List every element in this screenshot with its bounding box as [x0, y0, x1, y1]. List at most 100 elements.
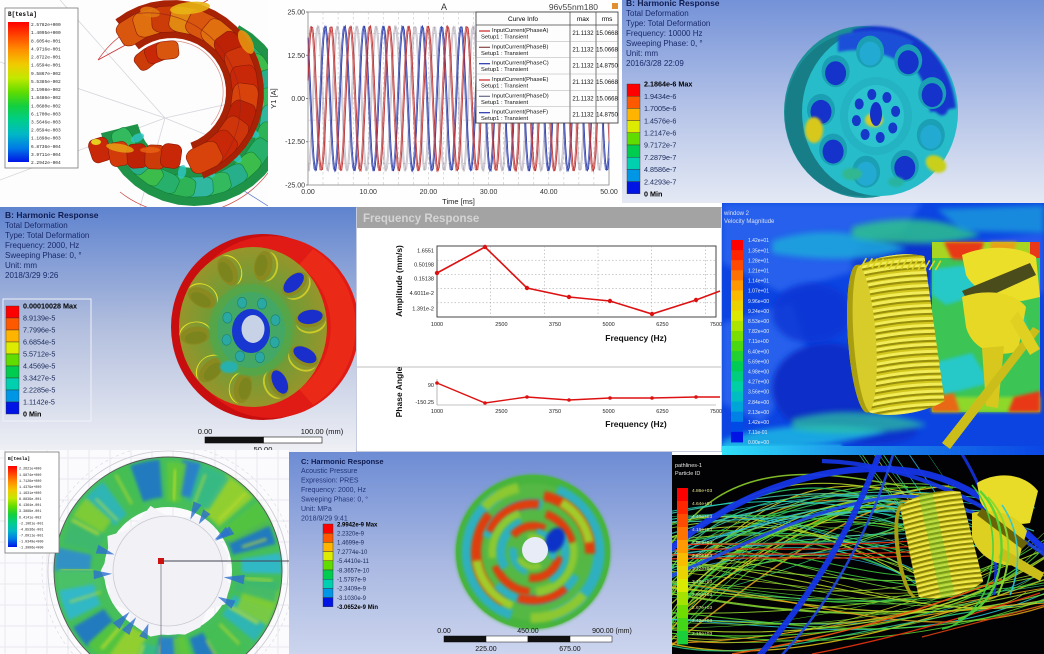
svg-text:1.21e+01: 1.21e+01 — [748, 269, 769, 275]
svg-text:Phase Angle: Phase Angle — [394, 366, 404, 417]
svg-text:7500: 7500 — [710, 409, 722, 415]
svg-text:1.42e+01: 1.42e+01 — [748, 238, 769, 244]
svg-text:0.15138: 0.15138 — [414, 277, 434, 283]
svg-text:1.6551: 1.6551 — [417, 248, 434, 254]
svg-text:0.00: 0.00 — [198, 427, 213, 436]
svg-text:0.00e+00: 0.00e+00 — [748, 440, 769, 446]
svg-text:6250: 6250 — [656, 409, 668, 415]
svg-text:max: max — [577, 16, 590, 23]
svg-text:4.8586e-7: 4.8586e-7 — [644, 165, 676, 174]
svg-text:1.9434e-6: 1.9434e-6 — [644, 92, 676, 101]
svg-text:9.5867e-002: 9.5867e-002 — [31, 71, 61, 77]
svg-text:1.8486e-002: 1.8486e-002 — [31, 95, 61, 101]
svg-text:1.1898e-003: 1.1898e-003 — [31, 136, 61, 142]
svg-text:2.67e+03: 2.67e+03 — [692, 605, 712, 611]
svg-text:2500: 2500 — [495, 409, 507, 415]
svg-text:8.9139e-5: 8.9139e-5 — [23, 314, 55, 323]
svg-text:5000: 5000 — [602, 322, 614, 328]
svg-text:4.40e+03: 4.40e+03 — [692, 514, 712, 520]
svg-text:90: 90 — [428, 383, 434, 389]
svg-text:-1.3096e+000: -1.3096e+000 — [19, 547, 43, 551]
svg-text:Acoustic Pressure: Acoustic Pressure — [301, 468, 358, 475]
svg-text:1.1631e+000: 1.1631e+000 — [19, 492, 41, 496]
svg-text:InputCurrent(PhaseB): InputCurrent(PhaseB) — [492, 44, 548, 50]
svg-text:3.67e+03: 3.67e+03 — [692, 553, 712, 559]
svg-text:Setup1 : Transient: Setup1 : Transient — [481, 100, 528, 106]
svg-text:1.391e-2: 1.391e-2 — [412, 307, 434, 313]
svg-text:Particle ID: Particle ID — [675, 471, 700, 477]
svg-text:Setup1 : Transient: Setup1 : Transient — [481, 116, 528, 122]
svg-text:1.2147e-6: 1.2147e-6 — [644, 129, 676, 138]
svg-text:1.42e+00: 1.42e+00 — [748, 420, 769, 426]
svg-text:-25.00: -25.00 — [285, 183, 305, 190]
svg-text:Unit: MPa: Unit: MPa — [301, 506, 332, 513]
svg-text:15.0668: 15.0668 — [596, 96, 618, 102]
svg-text:1.6594e-001: 1.6594e-001 — [31, 63, 61, 69]
svg-text:2.16e+03: 2.16e+03 — [692, 631, 712, 637]
svg-text:21.1132: 21.1132 — [572, 47, 594, 53]
svg-text:pathlines-1: pathlines-1 — [675, 463, 702, 469]
svg-text:10.00: 10.00 — [359, 189, 377, 196]
svg-text:6.4141e-002: 6.4141e-002 — [19, 516, 41, 520]
svg-text:4.27e+00: 4.27e+00 — [748, 380, 769, 386]
svg-text:Setup1 : Transient: Setup1 : Transient — [481, 84, 528, 90]
svg-text:2.1864e-6 Max: 2.1864e-6 Max — [644, 80, 692, 89]
svg-text:Setup1 : Transient: Setup1 : Transient — [481, 67, 528, 73]
svg-text:Frequency Response: Frequency Response — [363, 213, 479, 225]
svg-text:Unit: mm: Unit: mm — [5, 261, 37, 270]
svg-text:7.82e+00: 7.82e+00 — [748, 329, 769, 335]
svg-text:21.1132: 21.1132 — [572, 113, 594, 119]
svg-text:3.42e+03: 3.42e+03 — [692, 566, 712, 572]
svg-text:Y1 [A]: Y1 [A] — [269, 88, 278, 108]
svg-text:2.84e+00: 2.84e+00 — [748, 400, 769, 406]
svg-text:2016/3/28 22:09: 2016/3/28 22:09 — [626, 59, 684, 68]
svg-text:6.40e+00: 6.40e+00 — [748, 349, 769, 355]
svg-text:7.11e+00: 7.11e+00 — [748, 339, 769, 345]
svg-text:7.2879e-7: 7.2879e-7 — [644, 153, 676, 162]
svg-text:9.24e+00: 9.24e+00 — [748, 309, 769, 315]
svg-text:2.13e+00: 2.13e+00 — [748, 410, 769, 416]
svg-text:InputCurrent(PhaseF): InputCurrent(PhaseF) — [492, 110, 548, 116]
svg-text:1.9874e+000: 1.9874e+000 — [19, 474, 41, 478]
svg-text:100.00 (mm): 100.00 (mm) — [301, 427, 344, 436]
svg-text:225.00: 225.00 — [475, 646, 497, 653]
svg-text:4.16e+03: 4.16e+03 — [692, 527, 712, 533]
svg-text:2.5782e+000: 2.5782e+000 — [31, 22, 61, 28]
svg-text:1.7126e+000: 1.7126e+000 — [19, 480, 41, 484]
svg-text:-12.50: -12.50 — [285, 139, 305, 146]
svg-text:rms: rms — [602, 16, 614, 23]
svg-text:25.00: 25.00 — [287, 10, 305, 17]
svg-text:2.91e+03: 2.91e+03 — [692, 592, 712, 598]
svg-text:B: Harmonic Response: B: Harmonic Response — [626, 0, 720, 8]
svg-text:2.2320e-9: 2.2320e-9 — [337, 532, 365, 538]
svg-text:4.9716e-001: 4.9716e-001 — [31, 46, 61, 52]
svg-text:Total Deformation: Total Deformation — [5, 221, 68, 230]
svg-text:6.6854e-5: 6.6854e-5 — [23, 338, 55, 347]
svg-text:9.7172e-7: 9.7172e-7 — [644, 141, 676, 150]
svg-text:21.1132: 21.1132 — [572, 96, 594, 102]
svg-text:InputCurrent(PhaseA): InputCurrent(PhaseA) — [492, 28, 548, 34]
svg-text:1.0680e-002: 1.0680e-002 — [31, 103, 61, 109]
svg-text:0.50198: 0.50198 — [414, 263, 434, 269]
svg-text:6250: 6250 — [656, 322, 668, 328]
svg-text:2.2942e-004: 2.2942e-004 — [31, 160, 61, 166]
svg-text:1.4699e-9: 1.4699e-9 — [337, 541, 365, 547]
svg-text:Frequency: 10000 Hz: Frequency: 10000 Hz — [626, 29, 703, 38]
svg-text:4.6011e-2: 4.6011e-2 — [410, 291, 434, 297]
svg-text:2500: 2500 — [495, 322, 507, 328]
svg-text:7500: 7500 — [710, 322, 722, 328]
svg-text:7.11e-01: 7.11e-01 — [748, 430, 768, 436]
svg-text:15.0668: 15.0668 — [596, 31, 618, 37]
svg-text:1.4095e+000: 1.4095e+000 — [31, 30, 61, 36]
svg-text:3.56e+00: 3.56e+00 — [748, 390, 769, 396]
svg-text:Frequency (Hz): Frequency (Hz) — [605, 419, 667, 429]
svg-text:A: A — [441, 2, 447, 12]
svg-text:Amplitude (mm/s): Amplitude (mm/s) — [394, 245, 404, 317]
svg-text:4.98e+00: 4.98e+00 — [748, 370, 769, 376]
svg-text:1000: 1000 — [431, 409, 443, 415]
svg-text:B[tesla]: B[tesla] — [8, 11, 37, 18]
svg-text:900.00 (mm): 900.00 (mm) — [592, 628, 632, 635]
svg-text:3.1998e-002: 3.1998e-002 — [31, 87, 61, 93]
svg-text:15.0668: 15.0668 — [596, 47, 618, 53]
svg-text:Curve Info: Curve Info — [508, 16, 538, 23]
